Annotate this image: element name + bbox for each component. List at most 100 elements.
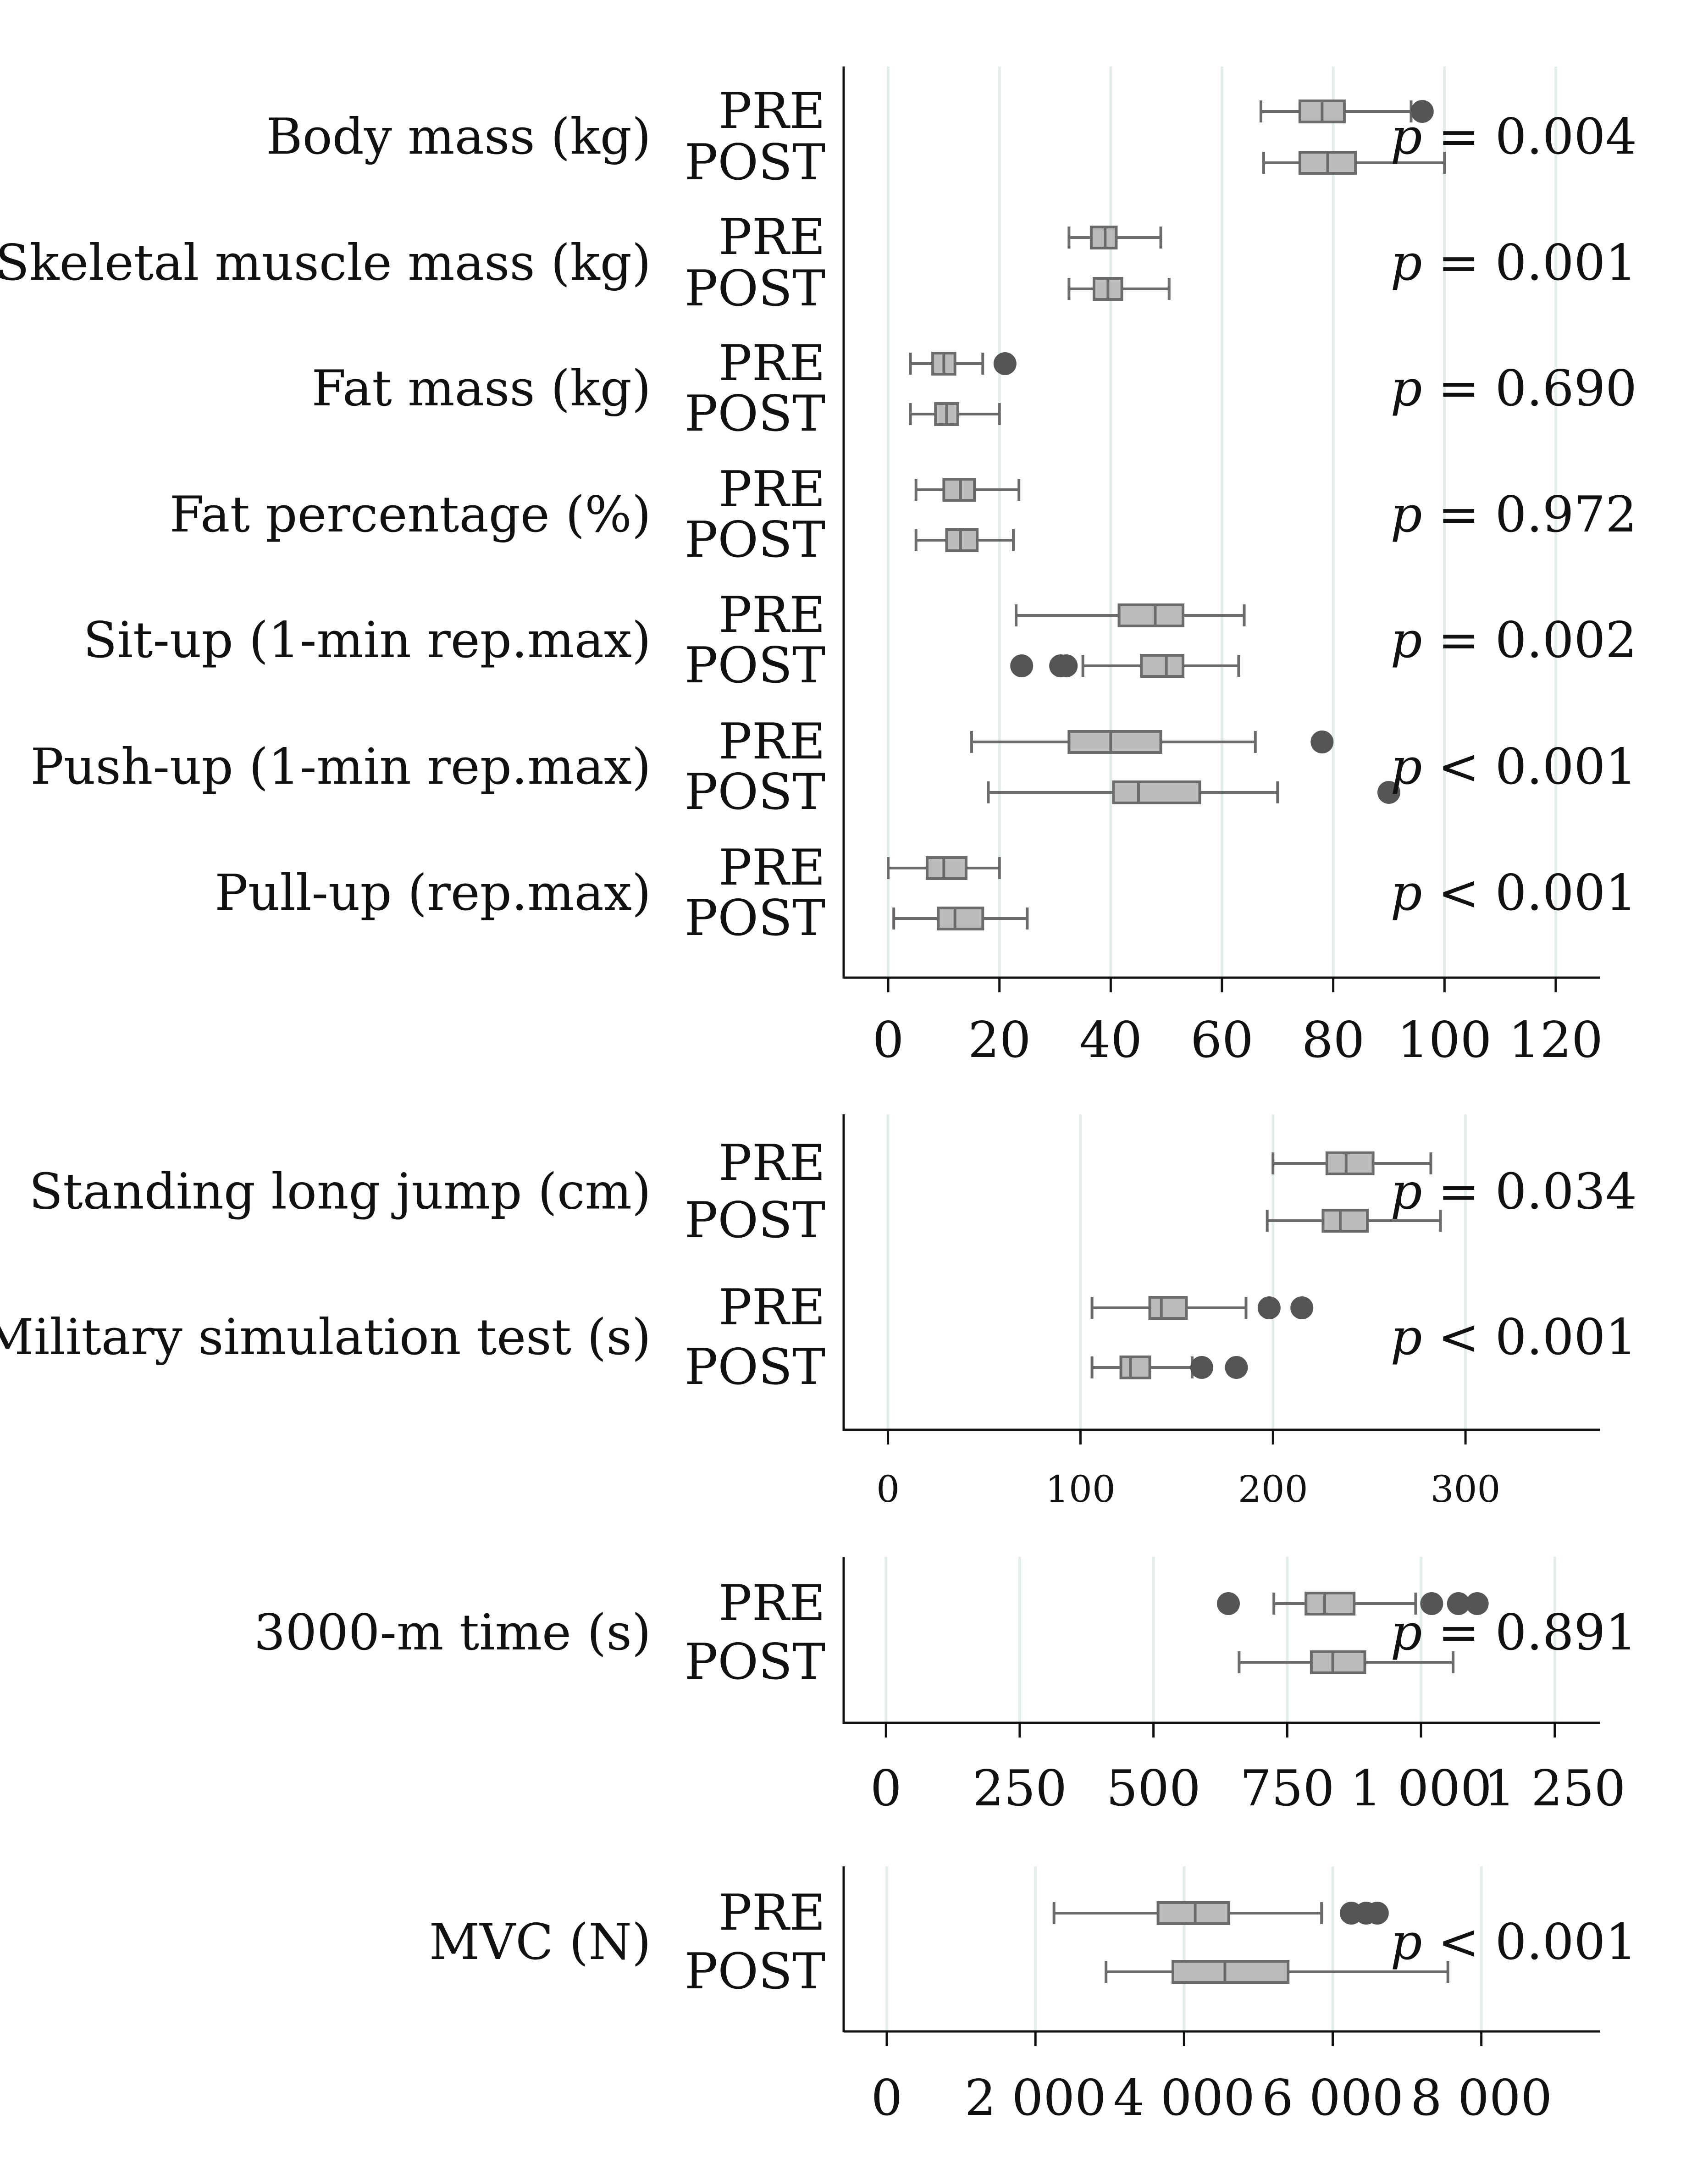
x-tick-label: 6 000 — [1262, 2069, 1404, 2127]
box-iqr — [937, 907, 984, 930]
group-label-post: POST — [685, 134, 825, 191]
p-value-text: = 0.690 — [1422, 360, 1637, 417]
group-label-post: POST — [685, 1943, 825, 2000]
box-iqr — [1117, 603, 1185, 627]
x-tick-label: 300 — [1431, 1468, 1501, 1511]
outlier-point — [1010, 654, 1034, 677]
group-label-post: POST — [685, 1192, 825, 1249]
group-label-pre: PRE — [719, 209, 825, 266]
p-symbol: p — [1391, 612, 1422, 669]
x-tick-label: 60 — [1190, 1012, 1253, 1069]
outlier-point — [1365, 1902, 1389, 1925]
x-tick-label: 40 — [1079, 1012, 1142, 1069]
x-tick-label: 8 000 — [1410, 2069, 1552, 2127]
p-value-text: < 0.001 — [1422, 1309, 1637, 1366]
outlier-point — [993, 352, 1017, 375]
x-tick-label: 4 000 — [1113, 2069, 1255, 2127]
box-iqr — [945, 528, 979, 552]
group-label-pre: PRE — [719, 1884, 825, 1942]
p-symbol: p — [1391, 864, 1422, 922]
p-value: p < 0.001 — [1391, 1914, 1637, 1971]
group-label-post: POST — [685, 385, 825, 443]
group-label-post: POST — [685, 764, 825, 821]
p-value: p = 0.690 — [1391, 360, 1637, 417]
measure-label: Sit-up (1-min rep.max) — [83, 612, 651, 669]
x-tick-label: 0 — [870, 1760, 902, 1817]
box-iqr — [1156, 1901, 1230, 1925]
measure-label: 3000-m time (s) — [254, 1604, 651, 1661]
group-label-pre: PRE — [719, 839, 825, 896]
p-value-text: < 0.001 — [1422, 738, 1637, 796]
box-iqr — [1067, 730, 1162, 754]
group-label-post: POST — [685, 511, 825, 569]
group-label-pre: PRE — [719, 335, 825, 392]
outlier-point — [1410, 100, 1434, 123]
x-tick-label: 120 — [1509, 1012, 1603, 1069]
measure-label: Fat percentage (%) — [170, 486, 651, 543]
x-tick-label: 100 — [1397, 1012, 1492, 1069]
p-symbol: p — [1391, 360, 1422, 417]
p-value-text: = 0.001 — [1422, 234, 1637, 292]
p-value: p < 0.001 — [1391, 738, 1637, 796]
group-label-pre: PRE — [719, 1575, 825, 1632]
panel-jump-simulation: 0 100 200 300 Standing long jump (cm) PRE POST… — [0, 1114, 1637, 1511]
measure-label: Skeletal muscle mass (kg) — [0, 234, 651, 292]
measure-label: MVC (N) — [429, 1914, 651, 1971]
p-value-text: = 0.972 — [1422, 486, 1637, 543]
p-value: p = 0.001 — [1391, 234, 1637, 292]
box-iqr — [1325, 1151, 1375, 1175]
p-value-text: = 0.034 — [1422, 1163, 1637, 1221]
measure-label: Push-up (1-min rep.max) — [30, 738, 651, 796]
x-tick-label: 250 — [973, 1760, 1067, 1817]
p-symbol: p — [1391, 1604, 1422, 1661]
outlier-point — [1257, 1296, 1281, 1319]
box-iqr — [1304, 1592, 1356, 1616]
box-iqr — [1140, 654, 1185, 678]
x-tick-label: 100 — [1045, 1468, 1116, 1511]
x-tick-label: 1 000 — [1350, 1760, 1492, 1817]
measure-label: Fat mass (kg) — [311, 360, 651, 417]
x-tick-label: 0 — [876, 1468, 900, 1511]
group-label-pre: PRE — [719, 83, 825, 140]
p-value: p = 0.004 — [1391, 108, 1637, 166]
outlier-point — [1055, 654, 1078, 677]
p-value-text: < 0.001 — [1422, 864, 1637, 922]
x-tick-label: 1 250 — [1484, 1760, 1625, 1817]
p-value: p < 0.001 — [1391, 864, 1637, 922]
box-iqr — [1321, 1209, 1369, 1233]
measure-label: Body mass (kg) — [266, 108, 651, 166]
group-label-post: POST — [685, 1633, 825, 1691]
p-value: p < 0.001 — [1391, 1309, 1637, 1366]
measure-label: Pull-up (rep.max) — [215, 864, 651, 922]
box-iqr — [1148, 1296, 1188, 1320]
outlier-point — [1290, 1296, 1314, 1319]
group-label-pre: PRE — [719, 1279, 825, 1336]
group-label-pre: PRE — [719, 713, 825, 770]
x-tick-label: 500 — [1106, 1760, 1201, 1817]
measure-label: Standing long jump (cm) — [29, 1163, 651, 1221]
box-iqr — [1172, 1960, 1290, 1984]
outlier-point — [1217, 1592, 1240, 1615]
group-label-post: POST — [685, 260, 825, 317]
p-symbol: p — [1391, 108, 1422, 166]
p-symbol: p — [1391, 738, 1422, 796]
outlier-point — [1377, 781, 1400, 804]
measure-label: Military simulation test (s) — [0, 1309, 651, 1366]
x-tick-label: 20 — [968, 1012, 1031, 1069]
outlier-point — [1225, 1356, 1248, 1379]
group-label-pre: PRE — [719, 587, 825, 644]
box-iqr — [1310, 1650, 1366, 1674]
x-tick-label: 200 — [1238, 1468, 1308, 1511]
group-label-post: POST — [685, 637, 825, 694]
x-tick-label: 0 — [873, 1012, 904, 1069]
p-value: p = 0.972 — [1391, 486, 1637, 543]
p-symbol: p — [1391, 1163, 1422, 1221]
p-symbol: p — [1391, 1309, 1422, 1366]
group-label-post: POST — [685, 890, 825, 947]
p-value-text: = 0.891 — [1422, 1604, 1637, 1661]
x-tick-label: 80 — [1302, 1012, 1365, 1069]
outlier-point — [1465, 1592, 1489, 1615]
